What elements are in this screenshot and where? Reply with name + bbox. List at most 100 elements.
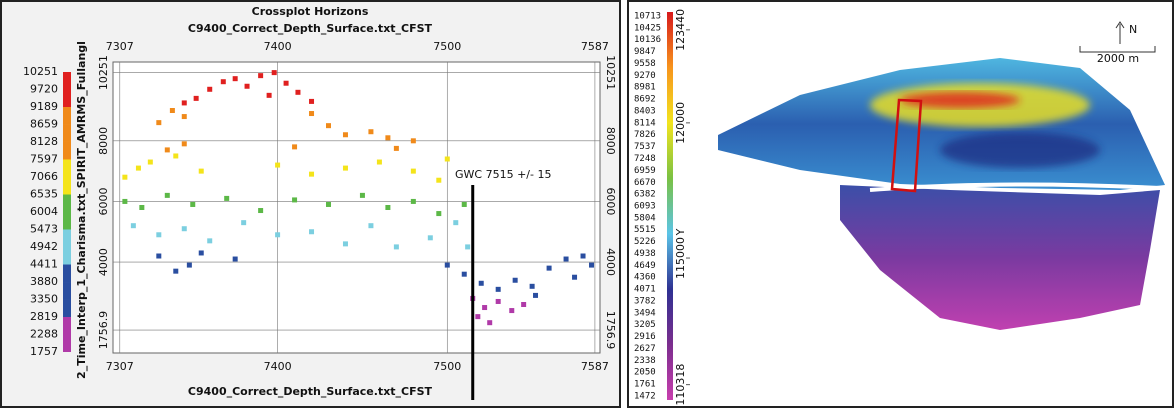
- map-y-tick-label: 110318: [674, 364, 687, 406]
- point: [224, 195, 230, 201]
- point: [147, 159, 153, 165]
- point: [589, 262, 595, 268]
- point: [376, 159, 382, 165]
- map-colorbar-label: 4360: [634, 273, 656, 283]
- point: [482, 305, 488, 311]
- map-colorbar-label: 6959: [634, 166, 656, 176]
- point: [156, 120, 162, 126]
- point: [139, 205, 145, 210]
- colorbar-label: 3880: [30, 275, 58, 288]
- point: [393, 145, 399, 151]
- point: [232, 76, 238, 82]
- colorbar-segment: [63, 72, 71, 90]
- annotation: GWC 7515 +/- 15: [455, 168, 551, 181]
- point: [427, 235, 433, 241]
- map-colorbar-label: 8692: [634, 95, 656, 105]
- x-tick-label: 7307: [106, 40, 134, 53]
- map-colorbar-label: 8403: [634, 106, 656, 116]
- map-lower: [840, 185, 1160, 330]
- point: [444, 156, 450, 162]
- map-colorbar-label: 5515: [634, 225, 656, 235]
- point: [156, 253, 162, 259]
- map-colorbar-label: 5226: [634, 237, 656, 247]
- y-tick-label: 4000: [604, 248, 617, 276]
- point: [181, 141, 187, 147]
- map-y-label: Y: [674, 228, 687, 236]
- point: [198, 250, 204, 256]
- colorbar-label: 6535: [30, 187, 58, 200]
- north-arrow-head: [1115, 21, 1125, 29]
- map-fault: [869, 182, 1161, 192]
- colorbar-segment: [63, 247, 71, 265]
- map-colorbar-label: 7248: [634, 154, 656, 164]
- x-tick-label: 7500: [433, 360, 461, 373]
- scale-label: 2000 m: [1097, 52, 1139, 65]
- map-colorbar-label: 9270: [634, 71, 656, 81]
- colorbar-segment: [63, 299, 71, 317]
- point: [164, 192, 170, 198]
- point: [122, 174, 128, 180]
- map-colorbar-label: 9847: [634, 47, 656, 57]
- x-tick-label: 7307: [106, 360, 134, 373]
- colorbar-label: 4942: [30, 240, 58, 253]
- map-colorbar-label: 3494: [634, 308, 656, 318]
- colorbar-segment: [63, 159, 71, 177]
- point: [342, 165, 348, 171]
- colorbar-segment: [63, 282, 71, 300]
- point: [283, 80, 289, 86]
- x-label: C9400_Correct_Depth_Surface.txt_CFST: [188, 385, 433, 398]
- map-box: [890, 98, 923, 193]
- y-tick-label: 6000: [97, 187, 110, 215]
- map-colorbar-label: 2627: [634, 344, 656, 354]
- point: [487, 320, 493, 326]
- point: [436, 177, 442, 183]
- map-colorbar-label: 4649: [634, 261, 656, 271]
- y-tick-label: 6000: [604, 187, 617, 215]
- map-colorbar-label: 10425: [634, 23, 661, 33]
- point: [410, 198, 416, 204]
- point: [135, 165, 141, 171]
- point: [169, 108, 175, 113]
- point: [309, 111, 315, 117]
- colorbar-segment: [63, 229, 71, 248]
- colorbar-segment: [63, 194, 71, 212]
- point: [461, 201, 467, 207]
- point: [156, 232, 162, 238]
- colorbar-segment: [63, 124, 71, 142]
- map-colorbar-label: 3205: [634, 320, 656, 330]
- map-colorbar-label: 5804: [634, 213, 656, 223]
- point: [181, 226, 187, 232]
- colorbar-label: 3350: [30, 292, 58, 305]
- map-colorbar-label: 10136: [634, 35, 661, 45]
- map-colorbar-label: 2916: [634, 332, 656, 342]
- colorbar-segment: [63, 334, 71, 352]
- point: [478, 280, 484, 286]
- point: [275, 162, 281, 168]
- point: [342, 241, 348, 247]
- point: [475, 314, 481, 320]
- map-colorbar: [667, 12, 673, 400]
- colorbar-label: 9189: [30, 100, 58, 113]
- point: [207, 86, 213, 92]
- point: [186, 262, 192, 268]
- map-y-tick-label: 115000: [674, 237, 687, 279]
- point: [563, 256, 569, 262]
- point: [410, 138, 416, 144]
- point: [220, 79, 226, 85]
- point: [266, 92, 272, 98]
- y-label: 2_Time_Interp_1_Charisma.txt_SPIRIT_AMRM…: [75, 41, 88, 379]
- point: [173, 153, 179, 159]
- point: [244, 83, 250, 89]
- scale-bar: [1079, 46, 1156, 53]
- colorbar-label: 5473: [30, 223, 58, 236]
- point: [164, 147, 170, 153]
- y-tick-label: 10251: [97, 55, 110, 90]
- point: [368, 223, 374, 229]
- north-label: N: [1129, 23, 1137, 36]
- map-peak: [900, 92, 1020, 108]
- colorbar-segment: [63, 212, 71, 230]
- point: [207, 238, 213, 244]
- colorbar-label: 8659: [30, 117, 58, 130]
- point: [326, 201, 332, 207]
- map-colorbar-label: 10713: [634, 12, 661, 22]
